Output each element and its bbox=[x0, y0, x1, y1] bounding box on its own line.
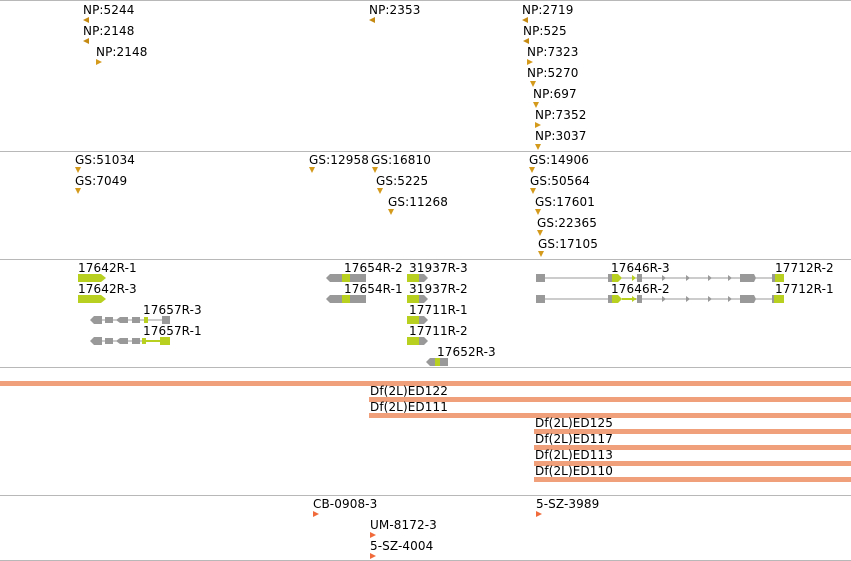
feature-label: 17652R-3 bbox=[437, 345, 496, 359]
feature-label: 5-SZ-4004 bbox=[370, 539, 434, 553]
track-gs: GS:51034 GS:7049 GS:12958 GS:16810 GS:52… bbox=[0, 151, 851, 259]
reverse-strand-marker-icon bbox=[83, 17, 89, 23]
feature-label: GS:51034 bbox=[75, 153, 135, 167]
feature-label: 17657R-1 bbox=[143, 324, 202, 338]
marker-icon bbox=[529, 167, 535, 173]
feature-label: Df(2L)ED122 bbox=[370, 384, 448, 398]
forward-strand-marker-icon bbox=[527, 59, 533, 65]
feature-label: CB-0908-3 bbox=[313, 497, 378, 511]
feature-label: 17642R-1 bbox=[78, 261, 137, 275]
feature-label: NP:2719 bbox=[522, 3, 574, 17]
gene-model-glyph bbox=[426, 358, 448, 366]
feature-label: NP:525 bbox=[523, 24, 567, 38]
feature-label: 17657R-3 bbox=[143, 303, 202, 317]
gene-model-glyph bbox=[78, 295, 106, 303]
deletion-bar bbox=[369, 413, 851, 418]
feature-label: GS:5225 bbox=[376, 174, 429, 188]
feature-label: 17646R-3 bbox=[611, 261, 670, 275]
marker-icon bbox=[309, 167, 315, 173]
feature-label: 17642R-3 bbox=[78, 282, 137, 296]
deletion-bar bbox=[534, 429, 851, 434]
marker-icon bbox=[535, 209, 541, 215]
marker-icon bbox=[537, 230, 543, 236]
marker-icon bbox=[377, 188, 383, 194]
marker-icon bbox=[75, 167, 81, 173]
marker-icon bbox=[533, 102, 539, 108]
gene-model-glyph bbox=[326, 295, 366, 303]
feature-label: NP:5270 bbox=[527, 66, 579, 80]
gene-model-glyph bbox=[407, 337, 428, 345]
insertion-marker-icon bbox=[370, 553, 376, 559]
insertion-marker-icon bbox=[313, 511, 319, 517]
insertion-marker-icon bbox=[536, 511, 542, 517]
feature-label: NP:5244 bbox=[83, 3, 135, 17]
feature-label: NP:697 bbox=[533, 87, 577, 101]
gene-model-glyph bbox=[90, 337, 170, 345]
feature-label: 17646R-2 bbox=[611, 282, 670, 296]
feature-label: GS:14906 bbox=[529, 153, 589, 167]
track-np: NP:5244 NP:2148 NP:2148 NP:2353 NP:2719 … bbox=[0, 0, 851, 151]
deletion-bar bbox=[534, 477, 851, 482]
forward-strand-marker-icon bbox=[96, 59, 102, 65]
feature-label: NP:3037 bbox=[535, 129, 587, 143]
feature-label: GS:50564 bbox=[530, 174, 590, 188]
feature-label: 17711R-1 bbox=[409, 303, 468, 317]
feature-label: Df(2L)ED113 bbox=[535, 448, 613, 462]
gene-model-glyph bbox=[407, 316, 428, 324]
feature-label: 17654R-2 bbox=[344, 261, 403, 275]
feature-label: GS:16810 bbox=[371, 153, 431, 167]
feature-label: Df(2L)ED117 bbox=[535, 432, 613, 446]
reverse-strand-marker-icon bbox=[522, 17, 528, 23]
feature-label: Df(2L)ED125 bbox=[535, 416, 613, 430]
marker-icon bbox=[535, 144, 541, 150]
marker-icon bbox=[388, 209, 394, 215]
reverse-strand-marker-icon bbox=[83, 38, 89, 44]
track-insertions: CB-0908-3 UM-8172-3 5-SZ-4004 5-SZ-3989 bbox=[0, 495, 851, 561]
feature-label: GS:12958 bbox=[309, 153, 369, 167]
feature-label: GS:7049 bbox=[75, 174, 128, 188]
feature-label: GS:17601 bbox=[535, 195, 595, 209]
feature-label: NP:2148 bbox=[83, 24, 135, 38]
feature-label: GS:17105 bbox=[538, 237, 598, 251]
deletion-bar bbox=[369, 397, 851, 402]
gene-model-glyph bbox=[78, 274, 106, 282]
feature-label: NP:2353 bbox=[369, 3, 421, 17]
feature-label: 17654R-1 bbox=[344, 282, 403, 296]
deletion-bar bbox=[534, 445, 851, 450]
gene-model-glyph bbox=[407, 274, 428, 282]
deletion-bar bbox=[0, 381, 851, 386]
feature-label: NP:2148 bbox=[96, 45, 148, 59]
feature-label: Df(2L)ED110 bbox=[535, 464, 613, 478]
feature-label[interactable]: 17712R-1 bbox=[775, 282, 834, 296]
feature-label: GS:11268 bbox=[388, 195, 448, 209]
marker-icon bbox=[530, 81, 536, 87]
reverse-strand-marker-icon bbox=[523, 38, 529, 44]
insertion-marker-icon bbox=[370, 532, 376, 538]
gene-model-glyph bbox=[536, 295, 784, 303]
reverse-strand-marker-icon bbox=[369, 17, 375, 23]
gene-model-glyph bbox=[536, 274, 784, 282]
feature-label: UM-8172-3 bbox=[370, 518, 437, 532]
track-deletions: Df(2L)ED122 Df(2L)ED111 Df(2L)ED125 Df(2… bbox=[0, 367, 851, 495]
feature-label: GS:22365 bbox=[537, 216, 597, 230]
feature-label: 31937R-2 bbox=[409, 282, 468, 296]
marker-icon bbox=[372, 167, 378, 173]
feature-label: NP:7352 bbox=[535, 108, 587, 122]
deletion-bar bbox=[534, 461, 851, 466]
gene-model-glyph bbox=[326, 274, 366, 282]
feature-label: 17711R-2 bbox=[409, 324, 468, 338]
forward-strand-marker-icon bbox=[535, 122, 541, 128]
feature-label: 5-SZ-3989 bbox=[536, 497, 600, 511]
gene-model-glyph bbox=[407, 295, 428, 303]
feature-label: 31937R-3 bbox=[409, 261, 468, 275]
marker-icon bbox=[75, 188, 81, 194]
feature-label: NP:7323 bbox=[527, 45, 579, 59]
marker-icon bbox=[538, 251, 544, 257]
feature-label[interactable]: 17712R-2 bbox=[775, 261, 834, 275]
gene-model-glyph bbox=[90, 316, 170, 324]
marker-icon bbox=[530, 188, 536, 194]
feature-label: Df(2L)ED111 bbox=[370, 400, 448, 414]
track-transcripts: 17642R-1 17642R-3 17657R-3 17657R-1 bbox=[0, 259, 851, 367]
